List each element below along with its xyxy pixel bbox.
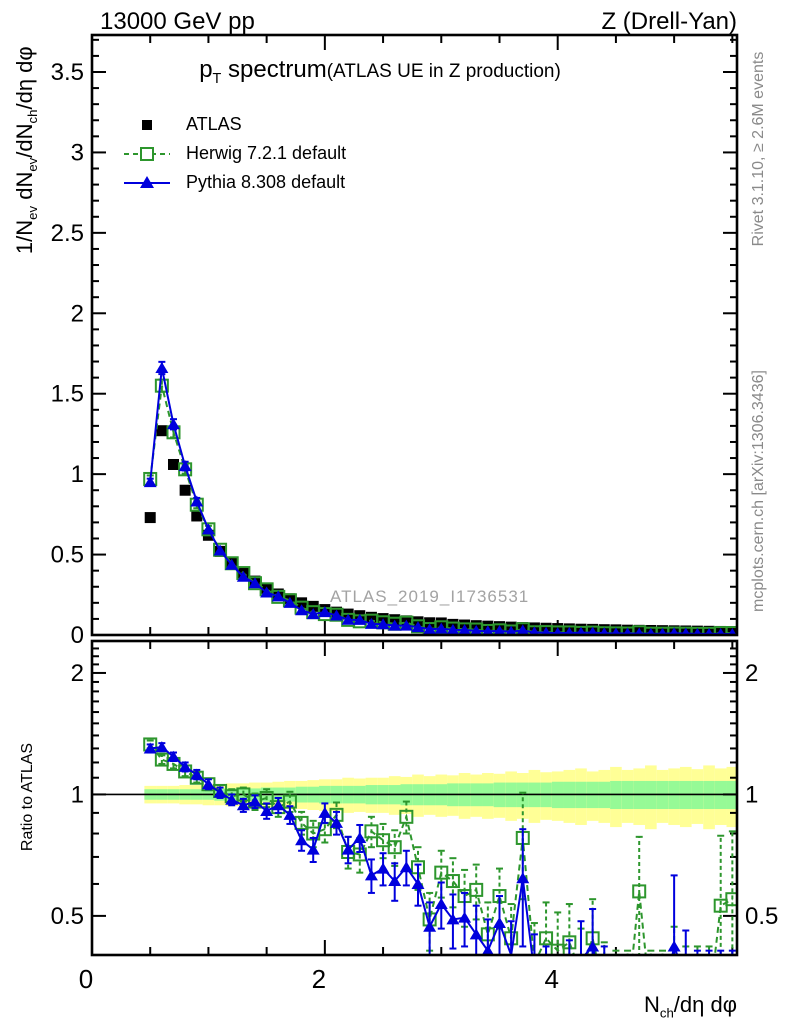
pythia-marker-icon [124, 175, 170, 188]
svg-text:2.5: 2.5 [51, 220, 84, 247]
svg-text:1.5: 1.5 [51, 381, 84, 408]
herwig-marker-icon [124, 146, 170, 161]
svg-text:3.5: 3.5 [51, 59, 84, 86]
svg-text:2: 2 [71, 300, 84, 327]
legend: ATLAS Herwig 7.2.1 default Pythia 8.308 … [124, 110, 346, 197]
ratio-y-axis-label: Ratio to ATLAS [19, 742, 36, 852]
legend-label-pythia: Pythia 8.308 default [186, 172, 346, 192]
legend-item-atlas: ATLAS [124, 110, 346, 139]
svg-text:2: 2 [312, 964, 326, 994]
atlas-marker-icon [142, 119, 152, 130]
legend-item-herwig: Herwig 7.2.1 default [124, 139, 346, 168]
svg-text:0.5: 0.5 [745, 903, 778, 930]
process-label: Z (Drell-Yan) [601, 8, 737, 35]
svg-text:0.5: 0.5 [51, 903, 84, 930]
legend-label-herwig: Herwig 7.2.1 default [186, 143, 347, 163]
legend-item-pythia: Pythia 8.308 default [124, 168, 346, 197]
y-axis-label: 1/Nev dNev/dNch/dη dφ [11, 46, 41, 255]
rivet-version-note: Rivet 3.1.10, ≥ 2.6M events [750, 51, 767, 247]
svg-text:0.5: 0.5 [51, 542, 84, 569]
mcplots-attribution-note: mcplots.cern.ch [arXiv:1306.3436] [750, 370, 767, 612]
plot-title: pT spectrum(ATLAS UE in Z production) [120, 56, 640, 87]
svg-text:1: 1 [745, 781, 758, 808]
svg-text:4: 4 [544, 964, 558, 994]
svg-text:0: 0 [71, 622, 84, 649]
svg-text:3: 3 [71, 139, 84, 166]
svg-text:2: 2 [71, 660, 84, 687]
svg-text:2: 2 [745, 660, 758, 687]
plot-title-analysis: (ATLAS UE in Z production) [326, 61, 561, 82]
svg-text:1: 1 [71, 781, 84, 808]
plot-title-observable: pT spectrum [199, 56, 327, 87]
svg-text:1: 1 [71, 461, 84, 488]
legend-label-atlas: ATLAS [186, 114, 242, 134]
analysis-id-watermark: ATLAS_2019_I1736531 [330, 587, 530, 606]
svg-text:0: 0 [79, 964, 93, 994]
beam-energy-label: 13000 GeV pp [100, 8, 255, 35]
x-axis-label: Nch/dη dφ [643, 992, 737, 1021]
